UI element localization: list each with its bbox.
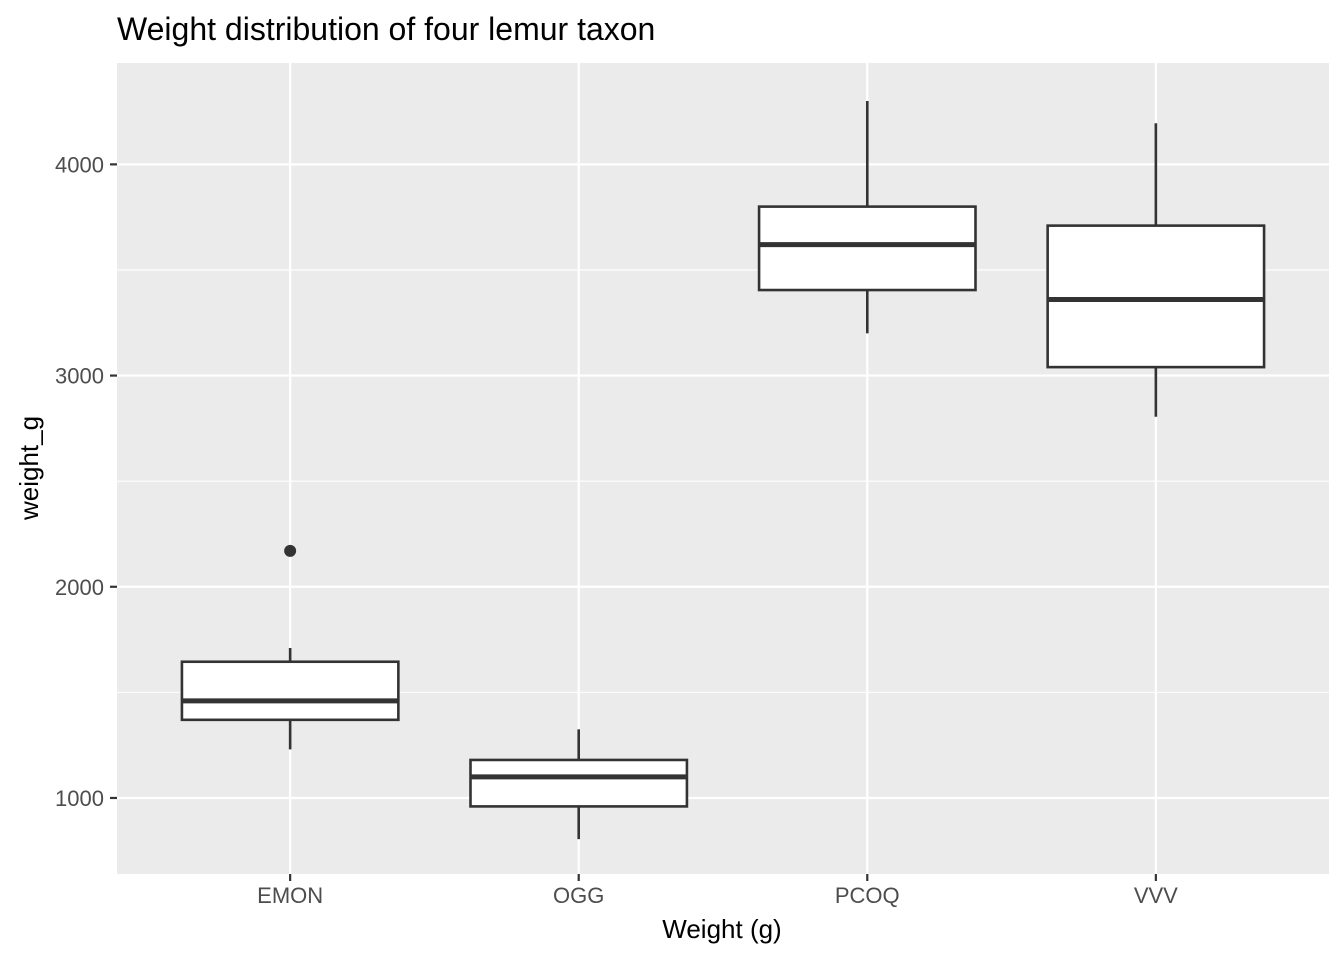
box-layer xyxy=(180,101,1266,840)
interquartile-box xyxy=(180,660,400,722)
interquartile-box xyxy=(1046,224,1266,369)
y-tick-label: 3000 xyxy=(55,364,104,389)
interquartile-box xyxy=(757,205,977,292)
y-axis-title: weight_g xyxy=(14,416,44,521)
x-axis: EMON OGG PCOQ VVV xyxy=(257,874,1178,908)
x-tick-label: EMON xyxy=(257,883,323,908)
y-tick-label: 1000 xyxy=(55,786,104,811)
x-axis-title: Weight (g) xyxy=(662,914,781,944)
box-vvv xyxy=(1046,123,1266,417)
y-axis: 1000 2000 3000 4000 xyxy=(55,152,117,811)
box-pcoq xyxy=(757,101,977,334)
chart-title: Weight distribution of four lemur taxon xyxy=(117,11,655,47)
interquartile-box xyxy=(469,758,689,808)
panel-background xyxy=(117,63,1329,874)
outlier-point xyxy=(284,544,297,557)
x-tick-label: OGG xyxy=(553,883,604,908)
plot-panel xyxy=(117,63,1329,874)
box-emon xyxy=(180,544,400,750)
x-tick-label: PCOQ xyxy=(835,883,900,908)
y-tick-label: 4000 xyxy=(55,152,104,177)
box-ogg xyxy=(469,729,689,840)
y-tick-label: 2000 xyxy=(55,575,104,600)
x-tick-label: VVV xyxy=(1134,883,1178,908)
